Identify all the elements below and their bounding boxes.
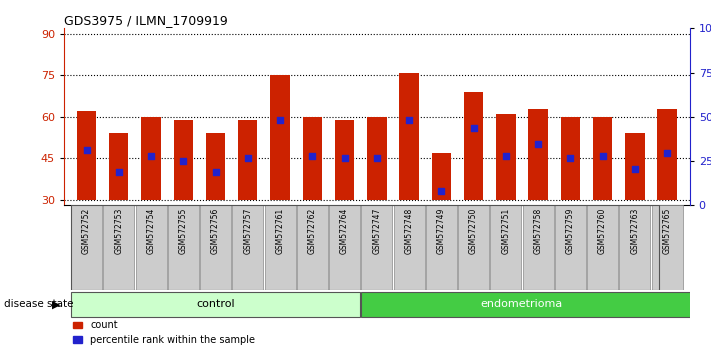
Bar (658, 109, 677, 200)
FancyBboxPatch shape (297, 205, 328, 290)
Text: disease state: disease state (4, 299, 73, 309)
FancyBboxPatch shape (619, 205, 651, 290)
FancyBboxPatch shape (651, 205, 683, 290)
Text: GSM572764: GSM572764 (340, 208, 349, 254)
FancyBboxPatch shape (232, 205, 263, 290)
Text: GSM572753: GSM572753 (114, 208, 123, 254)
Bar (206, 133, 225, 200)
FancyBboxPatch shape (103, 205, 134, 290)
Point (242, 155, 254, 161)
Text: GSM572755: GSM572755 (179, 208, 188, 254)
Point (661, 150, 673, 156)
Text: GSM572754: GSM572754 (146, 208, 156, 254)
Bar (109, 133, 129, 200)
Legend: count, percentile rank within the sample: count, percentile rank within the sample (69, 316, 259, 349)
Point (178, 158, 189, 164)
FancyBboxPatch shape (329, 205, 360, 290)
FancyBboxPatch shape (200, 205, 231, 290)
Bar (270, 75, 290, 200)
FancyBboxPatch shape (587, 205, 618, 290)
Bar (561, 117, 580, 200)
Bar (238, 120, 257, 200)
Point (81, 147, 92, 153)
FancyBboxPatch shape (555, 205, 586, 290)
Text: GDS3975 / ILMN_1709919: GDS3975 / ILMN_1709919 (64, 14, 228, 27)
Text: GSM572760: GSM572760 (598, 208, 607, 254)
Point (210, 169, 221, 175)
Bar (464, 92, 483, 200)
Text: GSM572757: GSM572757 (243, 208, 252, 254)
Text: GSM572752: GSM572752 (82, 208, 91, 254)
Point (145, 153, 156, 158)
FancyBboxPatch shape (394, 205, 424, 290)
FancyBboxPatch shape (491, 205, 521, 290)
Point (274, 117, 286, 122)
Point (629, 166, 641, 172)
Bar (335, 120, 354, 200)
Text: GSM572759: GSM572759 (566, 208, 574, 254)
Bar (496, 114, 515, 200)
Point (533, 142, 544, 147)
Text: GSM572750: GSM572750 (469, 208, 478, 254)
Bar (593, 117, 612, 200)
Point (113, 169, 124, 175)
Point (468, 125, 479, 131)
Bar (303, 117, 322, 200)
Bar (400, 73, 419, 200)
Bar (625, 133, 644, 200)
Point (436, 189, 447, 194)
FancyBboxPatch shape (523, 205, 554, 290)
Text: control: control (196, 299, 235, 309)
Text: GSM572758: GSM572758 (533, 208, 542, 254)
FancyBboxPatch shape (361, 205, 392, 290)
Text: GSM572749: GSM572749 (437, 208, 446, 254)
Point (306, 153, 318, 158)
Point (565, 155, 576, 161)
FancyBboxPatch shape (426, 205, 456, 290)
Point (403, 117, 415, 122)
Text: GSM572763: GSM572763 (631, 208, 639, 254)
Bar (432, 153, 451, 200)
FancyBboxPatch shape (168, 205, 199, 290)
FancyBboxPatch shape (71, 292, 360, 317)
Text: GSM572748: GSM572748 (405, 208, 414, 254)
Text: endometrioma: endometrioma (481, 299, 563, 309)
Point (339, 155, 351, 161)
Bar (173, 120, 193, 200)
FancyBboxPatch shape (136, 205, 166, 290)
Text: GSM572762: GSM572762 (308, 208, 317, 254)
Text: GSM572756: GSM572756 (211, 208, 220, 254)
Bar (141, 117, 161, 200)
Bar (528, 109, 547, 200)
FancyBboxPatch shape (264, 205, 296, 290)
FancyBboxPatch shape (458, 205, 489, 290)
Point (371, 155, 383, 161)
Bar (367, 117, 387, 200)
FancyBboxPatch shape (361, 292, 699, 317)
Text: GSM572747: GSM572747 (373, 208, 381, 254)
Bar (77, 111, 96, 200)
Text: GSM572761: GSM572761 (276, 208, 284, 254)
Text: GSM572751: GSM572751 (501, 208, 510, 254)
Text: GSM572765: GSM572765 (663, 208, 672, 254)
Point (597, 153, 609, 158)
FancyBboxPatch shape (71, 205, 102, 290)
Point (500, 153, 511, 158)
Text: ▶: ▶ (52, 299, 60, 309)
